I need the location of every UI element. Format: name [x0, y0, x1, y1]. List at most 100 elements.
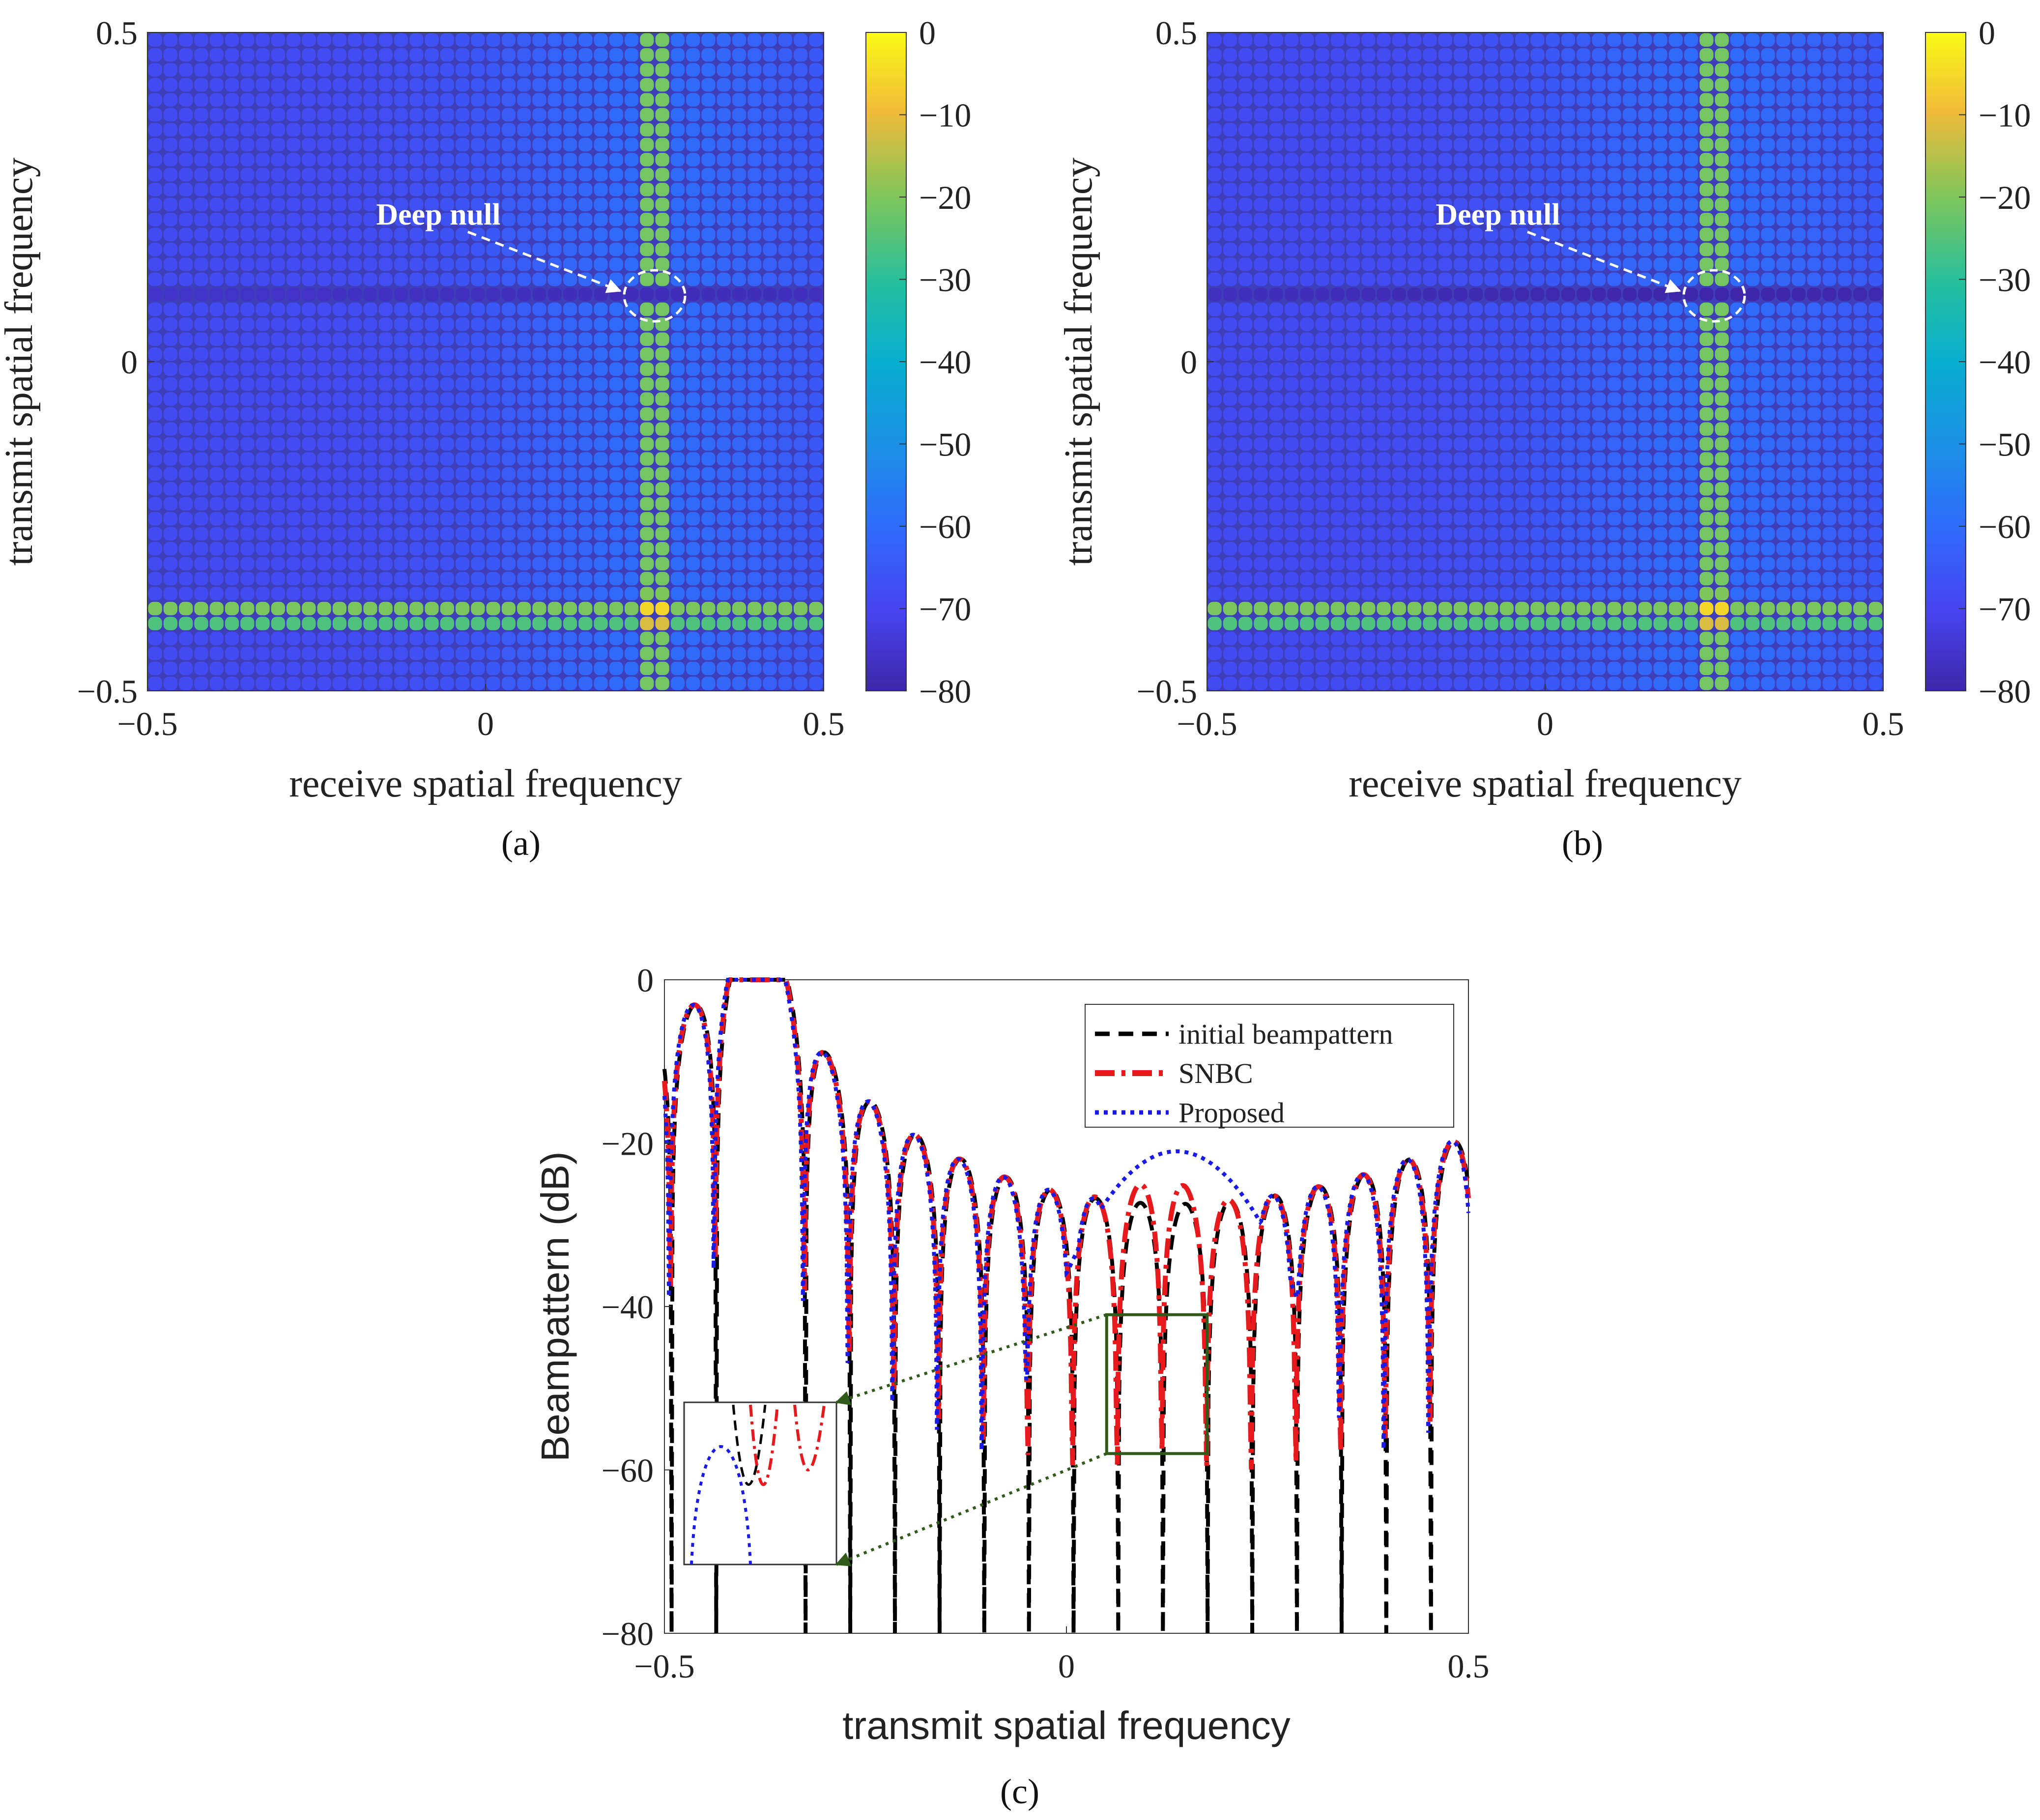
heatmap-cell [317, 93, 331, 107]
heatmap-cell [486, 123, 500, 137]
heatmap-cell [594, 272, 608, 286]
heatmap-cell [1438, 347, 1452, 361]
heatmap-cell [1853, 677, 1868, 690]
heatmap-cell [517, 347, 531, 361]
heatmap-cell [1868, 212, 1883, 227]
heatmap-cell [1577, 198, 1591, 211]
heatmap-cell [501, 287, 516, 301]
heatmap-cell [1791, 677, 1806, 690]
heatmap-cell [425, 228, 439, 241]
heatmap-cell [256, 63, 270, 77]
panel-label-a: (a) [501, 824, 541, 863]
heatmap-cell [517, 482, 531, 496]
heatmap-cell [363, 631, 377, 646]
heatmap-cell [455, 272, 470, 286]
heatmap-cell [1515, 377, 1529, 391]
heatmap-cell [409, 168, 424, 182]
heatmap-cell [1330, 317, 1345, 331]
heatmap-cell [501, 123, 516, 137]
heatmap-cell [163, 108, 178, 122]
heatmap-cell [1300, 467, 1314, 481]
heatmap-cell [425, 617, 439, 630]
heatmap-cell [1453, 198, 1468, 211]
heatmap-cell [501, 33, 516, 47]
heatmap-cell [717, 272, 731, 286]
heatmap-cell [763, 422, 777, 436]
heatmap-cell [793, 392, 808, 406]
heatmap-cell [1668, 587, 1683, 600]
heatmap-cell [240, 317, 255, 331]
heatmap-cell [1269, 302, 1283, 316]
heatmap-cell [1515, 661, 1529, 676]
heatmap-cell [1254, 497, 1268, 511]
heatmap-cell [563, 153, 577, 167]
heatmap-cell [1577, 661, 1591, 676]
heatmap-cell [1715, 48, 1729, 62]
heatmap-cell [1746, 557, 1760, 570]
heatmap-cell [670, 48, 685, 62]
heatmap-cell [1868, 183, 1883, 197]
heatmap-cell [378, 317, 393, 331]
heatmap-cell [1653, 362, 1667, 376]
heatmap-cell [1453, 242, 1468, 256]
zoom-connector-bottom [835, 1452, 1107, 1566]
heatmap-cell [225, 242, 239, 256]
heatmap-cell [1822, 168, 1837, 182]
heatmap-cell [256, 497, 270, 511]
heatmap-cell [1361, 631, 1376, 646]
panel-label-b: (b) [1562, 824, 1603, 863]
heatmap-cell [378, 377, 393, 391]
heatmap-cell [1668, 617, 1683, 630]
heatmap-cell [1207, 617, 1222, 630]
heatmap-cell [1530, 647, 1545, 660]
heatmap-cell [302, 212, 316, 227]
heatmap-cell [578, 183, 593, 197]
heatmap-cell [686, 377, 700, 391]
heatmap-cell [1315, 93, 1329, 107]
heatmap-cell [256, 33, 270, 47]
heatmap-cell [1853, 138, 1868, 152]
heatmap-cell [286, 497, 301, 511]
heatmap-cell [1653, 78, 1667, 92]
heatmap-cell [1653, 482, 1667, 496]
heatmap-cell [563, 48, 577, 62]
heatmap-cell [1868, 512, 1883, 526]
heatmap-cell [256, 257, 270, 271]
heatmap-cell [1530, 557, 1545, 570]
heatmap-cell [1730, 302, 1745, 316]
heatmap-cell [1746, 287, 1760, 301]
heatmap-cell [501, 557, 516, 570]
heatmap-cell [1622, 677, 1637, 690]
heatmap-cell [578, 647, 593, 660]
heatmap-cell [1361, 661, 1376, 676]
heatmap-cell [517, 661, 531, 676]
heatmap-cell [717, 93, 731, 107]
heatmap-cell [1592, 63, 1606, 77]
heatmap-cell [256, 48, 270, 62]
heatmap-cell [1269, 527, 1283, 540]
heatmap-cell [717, 108, 731, 122]
heatmap-cell [1515, 617, 1529, 630]
heatmap-cell [409, 317, 424, 331]
heatmap-cell [624, 108, 639, 122]
heatmap-cell [425, 467, 439, 481]
heatmap-cell [1868, 601, 1883, 616]
heatmap-cell [1453, 272, 1468, 286]
heatmap-cell [563, 571, 577, 586]
heatmap-cell [1377, 63, 1391, 77]
heatmap-cell [1423, 362, 1437, 376]
heatmap-cell [1207, 571, 1222, 586]
heatmap-cell [1699, 362, 1714, 376]
heatmap-cell [1592, 93, 1606, 107]
heatmap-cell [547, 93, 562, 107]
heatmap-cell [1499, 467, 1514, 481]
heatmap-cell [286, 422, 301, 436]
heatmap-cell [179, 168, 193, 182]
heatmap-cell [163, 422, 178, 436]
heatmap-cell [1315, 571, 1329, 586]
heatmap-cell [686, 601, 700, 616]
heatmap-cell [1453, 557, 1468, 570]
heatmap-cell [348, 541, 362, 556]
heatmap-cell [1776, 33, 1790, 47]
heatmap-cell [1330, 93, 1345, 107]
